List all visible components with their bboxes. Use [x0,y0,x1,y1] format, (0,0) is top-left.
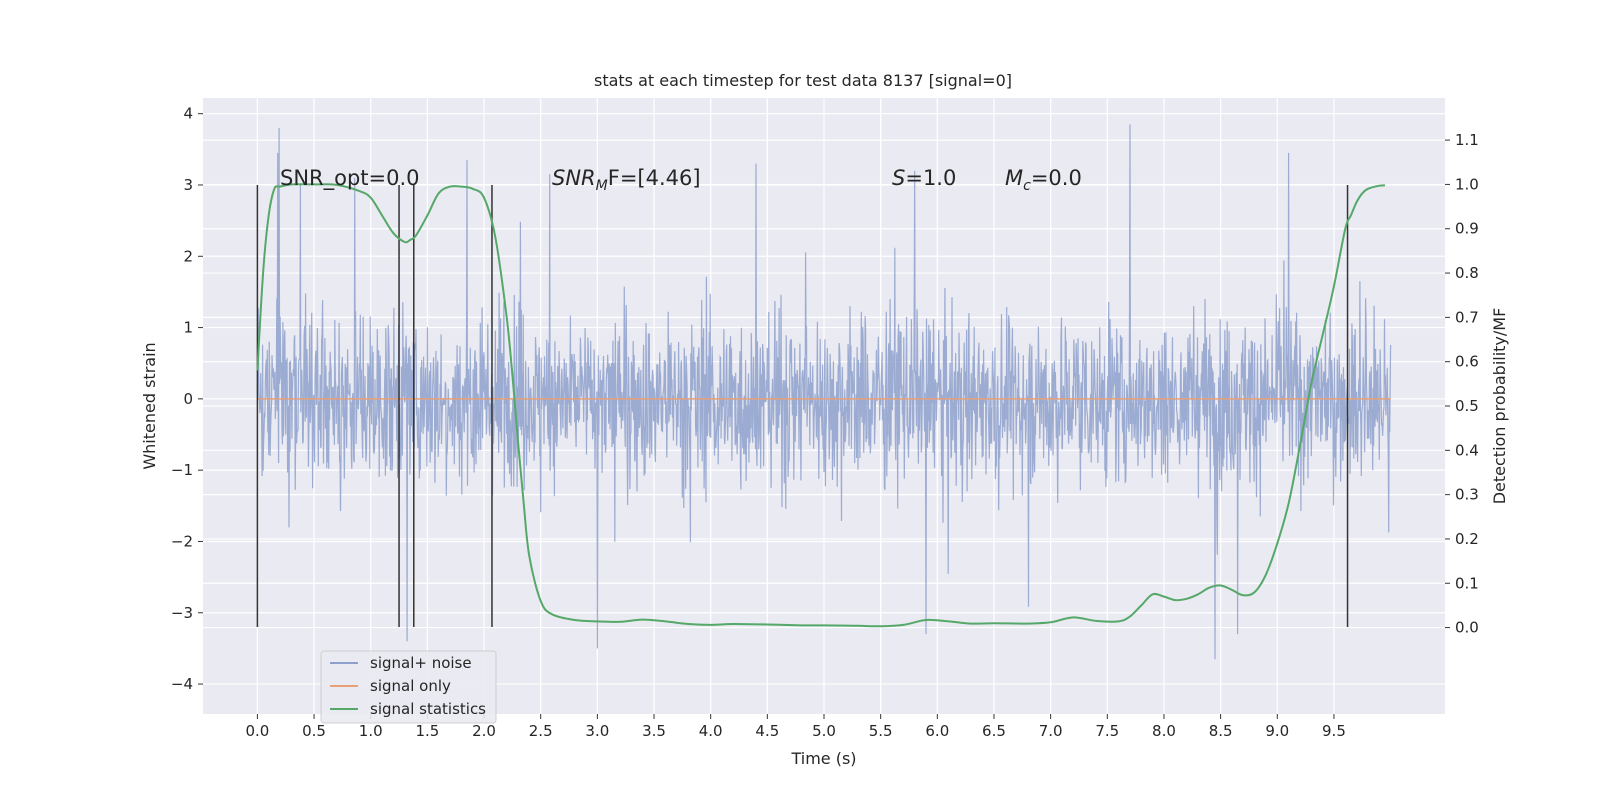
annotation-s: S=1.0 [892,166,956,190]
series-signal-statistics [256,183,1386,628]
y-right-tick-label: 0.2 [1455,530,1479,548]
x-axis-ticks: 0.0 0.5 1.0 1.5 2.0 2.5 3.0 3.5 4.0 4.5 5.0 5.5 6.0 6… [245,714,1346,740]
x-tick-label: 9.0 [1265,722,1289,740]
y-right-tick-label: 0.0 [1455,619,1479,637]
y-left-tick-label: 2 [183,247,193,265]
x-tick-label: 9.5 [1322,722,1346,740]
y-right-tick-label: 0.1 [1455,574,1479,592]
y-right-axis-ticks: 1.1 1.0 0.9 0.8 0.7 0.6 0.5 0.4 0.3 0.2 0.1 0.0 [1445,131,1479,637]
legend-label-signal-statistics: signal statistics [370,700,486,718]
legend-box [320,650,497,724]
annotation-mc: Mc=0.0 [1005,166,1082,194]
x-tick-label: 7.5 [1095,722,1119,740]
y-left-tick-label: 0 [183,390,193,408]
annotation-snr-mf: SNRMF=[4.46] [552,166,701,194]
annotation-snr-opt: SNR_opt=0.0 [280,166,420,191]
x-tick-label: 1.0 [359,722,383,740]
x-tick-label: 2.0 [472,722,496,740]
x-tick-label: 8.0 [1152,722,1176,740]
plot-area [203,98,1445,714]
x-tick-label: 7.0 [1039,722,1063,740]
y-left-tick-label: −1 [171,461,193,479]
x-tick-label: 6.5 [982,722,1006,740]
x-tick-label: 5.5 [869,722,893,740]
y-right-tick-label: 0.6 [1455,353,1479,371]
x-tick-label: 6.0 [925,722,949,740]
x-tick-label: 3.5 [642,722,666,740]
x-tick-label: 3.0 [585,722,609,740]
series-signal-noise [256,124,1392,660]
y-right-tick-label: 0.8 [1455,264,1479,282]
x-tick-label: 1.5 [415,722,439,740]
y-left-axis-label: Whitened strain [140,342,159,469]
y-right-tick-label: 1.1 [1455,131,1479,149]
x-tick-label: 2.5 [529,722,553,740]
legend-label-signal-noise: signal+ noise [370,654,472,672]
signal-statistics-line [256,183,1386,628]
y-left-axis-ticks: 4 3 2 1 0 −1 −2 −3 −4 [171,105,203,693]
y-left-tick-label: 4 [183,105,193,123]
y-left-tick-label: −2 [171,532,193,550]
x-axis-label: Time (s) [790,749,856,768]
y-right-tick-label: 0.7 [1455,308,1479,326]
y-right-tick-label: 0.3 [1455,486,1479,504]
x-tick-label: 8.5 [1209,722,1233,740]
chart-title: stats at each timestep for test data 813… [594,71,1012,90]
y-right-tick-label: 0.4 [1455,441,1479,459]
x-tick-label: 0.0 [245,722,269,740]
y-left-tick-label: 3 [183,176,193,194]
legend-label-signal-only: signal only [370,677,451,695]
x-tick-label: 5.0 [812,722,836,740]
y-right-tick-label: 0.9 [1455,220,1479,238]
x-tick-label: 4.5 [755,722,779,740]
y-left-tick-label: −4 [171,675,193,693]
signal-noise-line [256,124,1392,660]
annotations: SNR_opt=0.0 SNRMF=[4.46] S=1.0 Mc=0.0 [280,166,1082,194]
x-tick-label: 4.0 [699,722,723,740]
y-left-tick-label: −3 [171,604,193,622]
vertical-markers [256,184,1349,628]
y-left-tick-label: 1 [183,319,193,337]
x-tick-label: 0.5 [302,722,326,740]
y-right-tick-label: 0.5 [1455,397,1479,415]
y-right-axis-label: Detection probability/MF [1490,308,1509,505]
legend: signal+ noise signal only signal statist… [320,650,497,724]
y-right-tick-label: 1.0 [1455,175,1479,193]
